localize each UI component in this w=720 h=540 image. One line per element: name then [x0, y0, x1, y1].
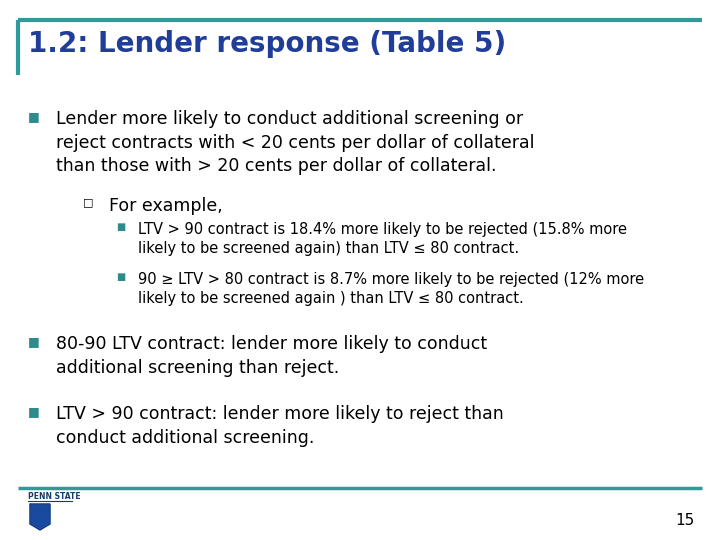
Polygon shape	[30, 504, 50, 530]
Text: □: □	[83, 197, 94, 207]
Text: ■: ■	[28, 110, 40, 123]
Text: For example,: For example,	[109, 197, 222, 215]
Text: PENN STATE: PENN STATE	[28, 492, 81, 501]
Text: ■: ■	[116, 272, 125, 282]
Text: 1.2: Lender response (Table 5): 1.2: Lender response (Table 5)	[28, 30, 506, 58]
Text: ■: ■	[116, 222, 125, 232]
Text: 90 ≥ LTV > 80 contract is 8.7% more likely to be rejected (12% more
likely to be: 90 ≥ LTV > 80 contract is 8.7% more like…	[138, 272, 644, 306]
Text: ■: ■	[28, 405, 40, 418]
Text: ■: ■	[28, 335, 40, 348]
Text: 80-90 LTV contract: lender more likely to conduct
additional screening than reje: 80-90 LTV contract: lender more likely t…	[56, 335, 487, 376]
Text: LTV > 90 contract: lender more likely to reject than
conduct additional screenin: LTV > 90 contract: lender more likely to…	[56, 405, 504, 447]
Text: LTV > 90 contract is 18.4% more likely to be rejected (15.8% more
likely to be s: LTV > 90 contract is 18.4% more likely t…	[138, 222, 627, 256]
Text: 15: 15	[676, 513, 695, 528]
Text: Lender more likely to conduct additional screening or
reject contracts with < 20: Lender more likely to conduct additional…	[56, 110, 534, 175]
